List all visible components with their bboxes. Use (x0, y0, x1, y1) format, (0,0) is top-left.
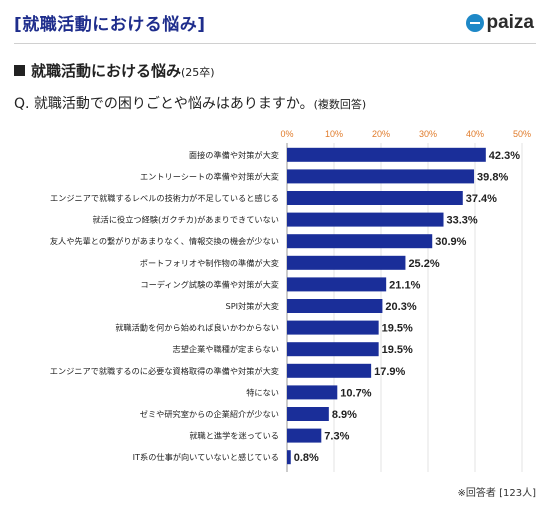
x-tick-label: 0% (280, 129, 293, 139)
question-text: Q. 就職活動での困りごとや悩みはありますか。(複数回答) (14, 93, 366, 113)
value-label: 37.4% (466, 193, 497, 205)
square-bullet-icon (14, 65, 25, 76)
value-label: 10.7% (340, 387, 371, 399)
x-tick-label: 40% (466, 129, 484, 139)
bar (287, 255, 406, 270)
bar (287, 212, 444, 227)
category-label: 就活に役立つ経験(ガクチカ)があまりできていない (92, 215, 279, 225)
value-label: 25.2% (408, 258, 439, 270)
x-tick-label: 50% (513, 129, 531, 139)
category-label: エンジニアで就職するのに必要な資格取得の準備や対策が大変 (50, 366, 279, 376)
bar (287, 428, 322, 443)
x-tick-label: 30% (419, 129, 437, 139)
bar (287, 385, 338, 400)
question-note: (複数回答) (313, 98, 367, 111)
value-label: 17.9% (374, 366, 405, 378)
bar (287, 234, 433, 249)
paiza-logo-mark-icon (466, 14, 485, 32)
value-label: 33.3% (447, 215, 478, 227)
category-label: 面接の準備や対策が大変 (189, 150, 279, 160)
value-label: 42.3% (489, 150, 520, 162)
paiza-logo-text: paiza (486, 12, 534, 33)
category-label: ポートフォリオや制作物の準備が大変 (140, 258, 279, 268)
x-tick-label: 10% (325, 129, 343, 139)
question-main: Q. 就職活動での困りごとや悩みはありますか。 (14, 96, 314, 112)
category-label: IT系の仕事が向いていないと感じている (133, 452, 279, 462)
header-divider (14, 43, 536, 44)
value-label: 7.3% (324, 431, 349, 443)
bar (287, 277, 387, 292)
category-label: ゼミや研究室からの企業紹介が少ない (140, 409, 279, 419)
value-label: 20.3% (385, 301, 416, 313)
bar (287, 363, 372, 378)
bar (287, 147, 486, 162)
bar (287, 299, 383, 313)
category-label: 友人や先輩との繋がりがあまりなく、情報交換の機会が少ない (50, 236, 279, 246)
bar (287, 450, 291, 465)
subtitle-cohort: (25卒) (181, 66, 215, 79)
value-label: 19.5% (382, 344, 413, 356)
category-label: 就職と進学を迷っている (189, 431, 279, 441)
category-label: 志望企業や職種が定まらない (173, 344, 279, 354)
value-label: 8.9% (332, 409, 357, 421)
bar (287, 342, 379, 357)
value-label: 21.1% (389, 279, 420, 291)
category-label: エンジニアで就職するレベルの技術力が不足していると感じる (50, 193, 279, 203)
category-label: エントリーシートの準備や対策が大変 (140, 171, 279, 181)
value-label: 39.8% (477, 171, 508, 183)
bar (287, 407, 329, 421)
bar (287, 191, 463, 205)
chart-subtitle: 就職活動における悩み(25卒) (14, 60, 215, 81)
value-label: 0.8% (294, 452, 319, 464)
footnote: ※回答者 [123人] (457, 488, 536, 499)
category-label: コーディング試験の準備や対策が大変 (140, 279, 279, 289)
header-title: [就職活動における悩み] (14, 15, 206, 35)
value-label: 30.9% (435, 236, 466, 248)
category-label: SPI対策が大変 (226, 301, 280, 311)
paiza-logo: paiza (466, 12, 534, 34)
bar (287, 169, 475, 184)
value-label: 19.5% (382, 323, 413, 335)
category-label: 就職活動を何から始めれば良いかわからない (115, 323, 279, 333)
bar (287, 320, 379, 335)
category-label: 特にない (246, 387, 279, 397)
subtitle-main: 就職活動における悩み (31, 62, 182, 80)
x-tick-label: 20% (372, 129, 390, 139)
